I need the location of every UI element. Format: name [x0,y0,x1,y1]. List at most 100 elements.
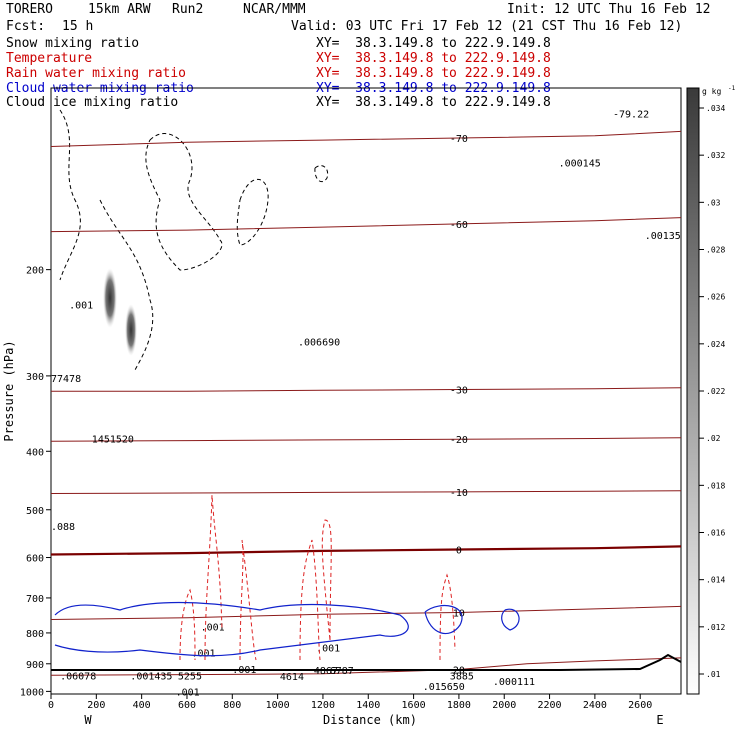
colorbar-tick-label: .034 [706,104,725,113]
contour-value-label: 3885 [450,671,474,682]
colorbar-tick-label: .028 [706,246,725,255]
x-tick-label: 2200 [538,700,562,711]
legend-snow-xy: XY= 38.3.149.8 to 222.9.149.8 [316,36,551,51]
x-tick-label: 1800 [447,700,471,711]
temperature-contour-line [50,130,682,147]
temperature-contour-line [51,387,682,392]
legend-cloud-ice-xy: XY= 38.3.149.8 to 222.9.149.8 [316,95,551,110]
x-axis-label: Distance (km) [323,713,417,727]
contour-value-label: .001 [192,648,216,659]
x-tick-label: 1000 [266,700,290,711]
contour-value-label: 77478 [51,374,81,385]
legend-snow-name: Snow mixing ratio [6,36,140,51]
contour-value-label: .001 [232,665,256,676]
forecast-hour: 15 h [62,19,94,34]
model-run: Run2 [172,2,204,17]
legend-rain-xy: XY= 38.3.149.8 to 222.9.149.8 [316,66,551,81]
contour-value-label: 4614 [280,672,304,683]
model-center: NCAR/MMM [243,2,306,17]
temperature-contour-label: 10 [453,609,465,620]
contour-value-label: .006690 [298,337,340,348]
y-tick-label: 1000 [20,687,44,698]
colorbar-tick-label: .03 [706,198,721,207]
x-tick-label: 400 [133,700,151,711]
x-tick-label: 200 [87,700,105,711]
y-tick-label: 800 [26,629,44,640]
colorbar [686,87,700,695]
temperature-contour-line [50,605,682,620]
contour-value-label: 1451520 [92,435,134,446]
x-tick-label: 600 [178,700,196,711]
temperature-contour-label: 0 [456,546,462,557]
colorbar-tick-label: .02 [706,434,721,443]
colorbar-tick-label: .014 [706,576,725,585]
temperature-contour-label: -10 [450,488,468,499]
temperature-contour-label: -30 [450,386,468,397]
temperature-contour-line [50,657,682,676]
contour-value-label: 5255 [178,671,202,682]
x-end-label-west: W [84,713,92,727]
x-tick-label: 1600 [402,700,426,711]
colorbar-tick-label: .01 [706,670,721,679]
forecast-label: Fcst: [6,19,46,34]
legend-rain-name: Rain water mixing ratio [6,66,187,81]
snow-shading-core [103,268,117,328]
y-tick-label: 700 [26,594,44,605]
y-tick-label: 300 [26,372,44,383]
contour-labels: -79.22 .000145 .00135 .006690 .001 77478 14515… [51,110,681,699]
y-tick-label: 500 [26,506,44,517]
contour-value-label: 6787 [330,666,354,677]
x-tick-label: 2600 [628,700,652,711]
cloud-ice-contour [59,109,329,371]
legend-cloud-ice-name: Cloud ice mixing ratio [6,95,179,110]
colorbar-tick-label: .022 [706,387,725,396]
temperature-contour-line [50,490,682,494]
x-tick-label: 800 [223,700,241,711]
x-end-label-east: E [656,713,663,727]
terrain-surface [51,653,682,671]
temperature-contour-line [50,545,682,556]
colorbar-tick-label: .012 [706,623,725,632]
colorbar-tick-label: .032 [706,151,725,160]
cloud-water-contour [54,601,520,657]
legend-temperature-name: Temperature [6,51,93,66]
colorbar-ticks: .01 .012 .014 .016 .018 .02 .022 .024 .026 .028 .0… [699,104,725,679]
contour-value-label: .001 [69,301,93,312]
axes: 0 200 400 600 800 1000 1200 1400 1600 1800 2000 220… [20,266,652,711]
temperature-contours: -70 -60 -30 -20 -10 0 10 20 [50,130,682,677]
valid-time: Valid: 03 UTC Fri 17 Feb 12 (21 CST Thu … [291,19,683,34]
temperature-contour-label: -20 [450,435,468,446]
temperature-contour-label: -60 [450,220,468,231]
y-tick-label: 600 [26,554,44,565]
rain-water-contour [179,494,456,661]
contour-value-label: 4867 [314,666,338,677]
contour-value-label: .00135 [645,231,681,242]
snow-shading-tail [125,304,137,356]
contour-value-label: .000145 [559,159,601,170]
contour-value-label: .001435 [130,671,172,682]
temperature-contour-line [50,217,682,233]
contour-value-label: .088 [51,522,75,533]
contour-value-label: .001 [176,687,200,698]
colorbar-unit-exponent: -1 [728,85,736,92]
x-tick-label: 1400 [356,700,380,711]
colorbar-tick-label: .016 [706,529,725,538]
contour-value-label: .001 [316,643,340,654]
contour-value-label: .001 [201,622,225,633]
init-time: Init: 12 UTC Thu 16 Feb 12 [507,2,711,17]
model-resolution: 15km ARW [88,2,151,17]
x-tick-label: 2000 [492,700,516,711]
legend-cloud-water-xy: XY= 38.3.149.8 to 222.9.149.8 [316,81,551,96]
x-tick-label: 0 [48,700,54,711]
temperature-contour-label: 20 [453,666,465,677]
contour-value-label: .000111 [493,677,535,688]
colorbar-tick-label: .018 [706,481,725,490]
x-tick-label: 2400 [583,700,607,711]
contour-value-label: -79.22 [613,110,649,121]
y-tick-label: 900 [26,660,44,671]
colorbar-tick-label: .024 [706,340,725,349]
model-name: TORERO [6,2,53,17]
colorbar-tick-label: .026 [706,293,725,302]
x-tick-label: 1200 [311,700,335,711]
